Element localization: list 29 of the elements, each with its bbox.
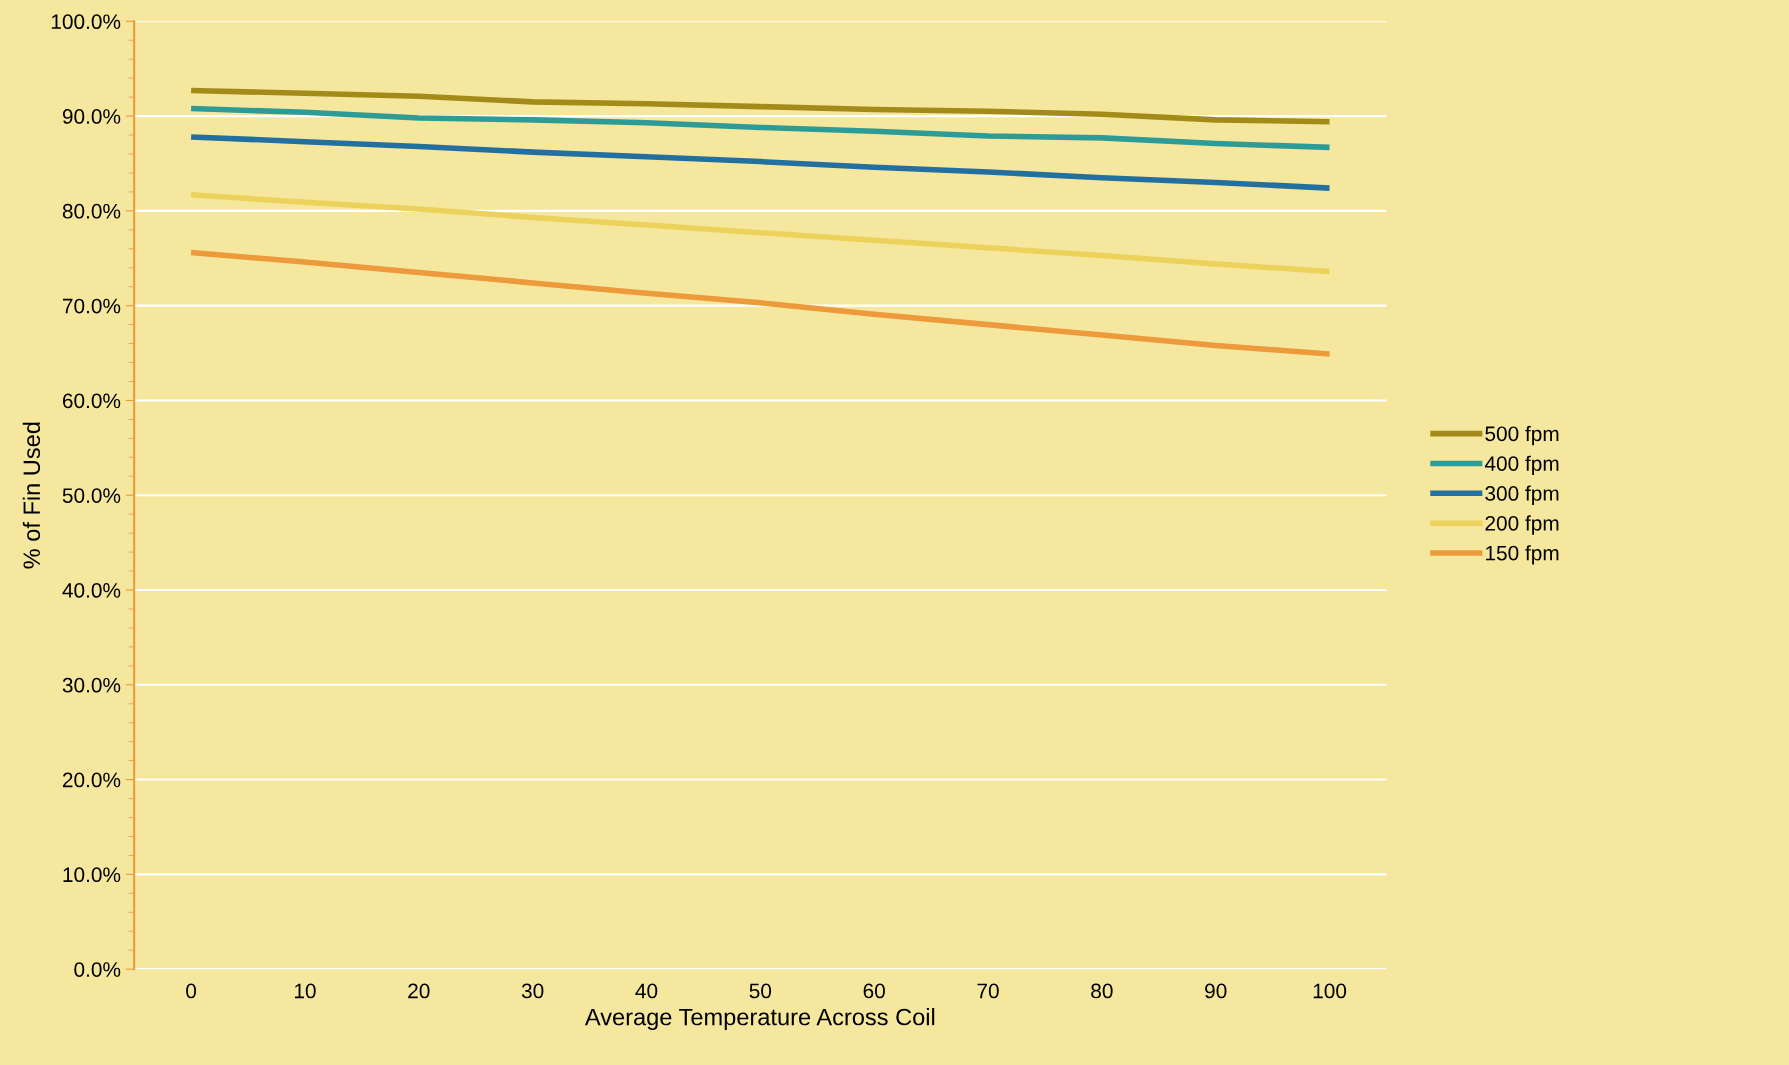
x-tick-label: 90 bbox=[1205, 983, 1227, 999]
legend-label: 300 fpm bbox=[1485, 485, 1559, 505]
legend-label: 500 fpm bbox=[1485, 425, 1559, 446]
legend-label: 200 fpm bbox=[1485, 515, 1559, 535]
x-tick-label: 0 bbox=[186, 983, 197, 999]
x-tick-label: 50 bbox=[749, 983, 772, 999]
y-tick-label: 30.0% bbox=[62, 677, 121, 693]
x-tick-label: 100 bbox=[1313, 983, 1347, 999]
y-tick-label: 100.0% bbox=[51, 14, 121, 30]
y-tick-label: 40.0% bbox=[62, 583, 121, 598]
x-tick-label: 10 bbox=[294, 983, 316, 999]
x-axis-title: Average Temperature Across Coil bbox=[584, 1008, 935, 1031]
y-tick-label: 70.0% bbox=[62, 298, 121, 314]
legend-label: 150 fpm bbox=[1486, 545, 1559, 565]
y-tick-label: 20.0% bbox=[62, 772, 121, 788]
x-tick-label: 60 bbox=[863, 983, 885, 999]
y-tick-label: 50.0% bbox=[62, 488, 121, 503]
x-tick-label: 40 bbox=[635, 983, 658, 999]
y-tick-label: 10.0% bbox=[63, 867, 121, 883]
y-tick-label: 0.0% bbox=[74, 962, 121, 977]
y-tick-label: 80.0% bbox=[62, 203, 121, 219]
y-tick-label: 60.0% bbox=[62, 393, 121, 409]
x-tick-label: 70 bbox=[977, 983, 999, 999]
y-axis-title: % of Fin Used bbox=[22, 422, 41, 569]
x-tick-label: 30 bbox=[521, 983, 544, 999]
x-tick-label: 80 bbox=[1091, 983, 1113, 999]
x-tick-label: 20 bbox=[408, 983, 430, 999]
legend-label: 400 fpm bbox=[1484, 455, 1559, 476]
y-tick-label: 90.0% bbox=[62, 109, 121, 124]
